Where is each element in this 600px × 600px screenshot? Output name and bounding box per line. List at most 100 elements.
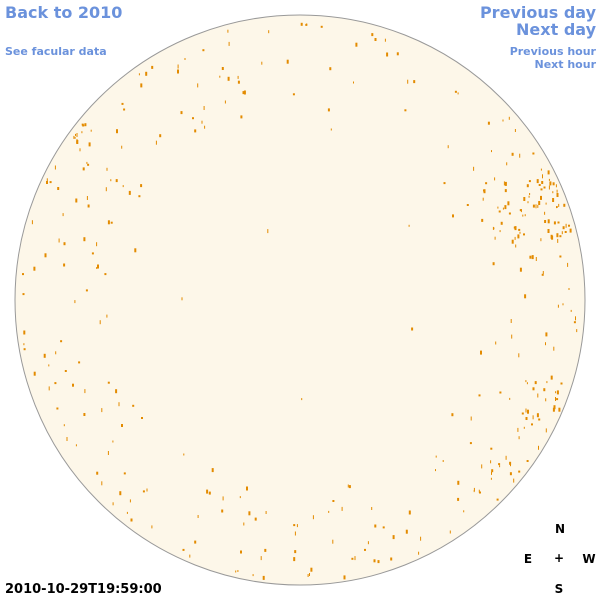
facula xyxy=(240,550,242,554)
facula xyxy=(83,237,86,242)
facula xyxy=(48,386,50,391)
facula xyxy=(557,221,560,224)
facula xyxy=(115,389,118,394)
facula xyxy=(197,515,199,518)
facula xyxy=(62,213,64,217)
facula xyxy=(208,491,211,495)
facula xyxy=(494,236,496,240)
facula xyxy=(541,181,544,184)
facula xyxy=(63,263,66,267)
facula xyxy=(243,522,245,526)
facula xyxy=(544,211,546,215)
facula xyxy=(159,134,162,138)
facula xyxy=(523,233,525,236)
facula xyxy=(443,182,446,185)
facula xyxy=(58,238,60,243)
facula xyxy=(570,309,572,312)
facula xyxy=(515,244,517,248)
facula xyxy=(511,239,514,244)
facula xyxy=(527,409,529,414)
facula xyxy=(264,548,267,552)
back-link[interactable]: Back to 2010 xyxy=(5,3,123,22)
facula xyxy=(556,206,557,209)
facula xyxy=(97,264,99,269)
compass-north: N xyxy=(554,522,566,536)
facula xyxy=(83,413,86,416)
facula xyxy=(91,252,94,255)
facula xyxy=(457,497,460,501)
facula xyxy=(221,67,224,70)
facula xyxy=(110,179,112,182)
facula xyxy=(555,391,557,394)
facula xyxy=(504,189,507,193)
facula xyxy=(483,189,484,192)
facula xyxy=(386,52,389,57)
compass-center: + xyxy=(553,551,565,565)
facula xyxy=(555,184,557,188)
facula xyxy=(384,38,386,42)
facula xyxy=(538,418,541,421)
facula xyxy=(307,574,309,577)
facula xyxy=(348,485,351,489)
next-day-link[interactable]: Next day xyxy=(516,20,596,39)
facula xyxy=(575,316,576,321)
facula xyxy=(500,221,503,225)
facula xyxy=(240,115,243,119)
facula xyxy=(518,436,520,440)
next-hour-link[interactable]: Next hour xyxy=(534,58,597,71)
facula xyxy=(141,417,143,419)
facula xyxy=(447,145,449,149)
facula xyxy=(523,197,526,201)
facular-link[interactable]: See facular data xyxy=(5,45,107,58)
facula xyxy=(243,90,246,95)
compass-east: E xyxy=(523,552,533,566)
facula xyxy=(504,205,507,210)
facula xyxy=(550,375,553,380)
facula xyxy=(128,190,131,195)
facula xyxy=(390,557,393,561)
facula xyxy=(74,300,76,304)
facula xyxy=(496,498,499,501)
facula xyxy=(528,180,531,183)
facula xyxy=(112,502,114,506)
facula xyxy=(548,178,550,181)
facula xyxy=(545,332,548,337)
facula xyxy=(49,181,52,184)
facula xyxy=(197,83,199,88)
facula xyxy=(529,255,532,259)
facula xyxy=(556,193,559,197)
facula xyxy=(538,184,541,186)
facula xyxy=(491,471,492,475)
facula xyxy=(413,80,416,84)
faculae xyxy=(22,22,578,580)
facula xyxy=(252,574,254,577)
facula xyxy=(505,455,507,460)
facula xyxy=(521,412,524,415)
facula xyxy=(494,177,496,181)
facula xyxy=(146,488,148,492)
facula xyxy=(490,460,492,464)
facula xyxy=(542,271,544,274)
facula xyxy=(248,511,251,516)
facula xyxy=(507,201,510,206)
facula xyxy=(121,424,123,427)
facula xyxy=(309,573,310,576)
facula xyxy=(547,219,550,224)
facula xyxy=(353,81,354,84)
facula xyxy=(556,390,559,395)
facula xyxy=(84,389,86,394)
previous-day-link[interactable]: Previous day xyxy=(479,3,596,22)
facula xyxy=(405,529,408,534)
facula xyxy=(72,383,74,387)
facula xyxy=(526,382,528,385)
previous-hour-link[interactable]: Previous hour xyxy=(509,45,596,58)
facula xyxy=(536,179,539,184)
facula xyxy=(452,214,454,218)
facula xyxy=(107,451,109,455)
facula xyxy=(56,407,59,410)
facula xyxy=(260,556,262,561)
facula xyxy=(518,470,521,473)
facula xyxy=(239,496,241,499)
compass-south: S xyxy=(554,582,564,596)
